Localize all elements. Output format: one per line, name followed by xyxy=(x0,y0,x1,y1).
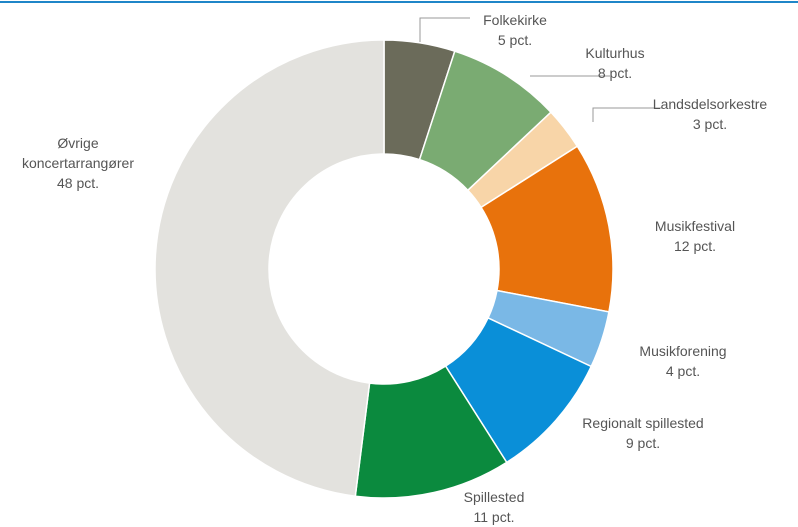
slice-label: Folkekirke 5 pct. xyxy=(483,10,547,50)
category-label: Øvrige koncertarrangører xyxy=(21,135,135,171)
category-label: Musikfestival xyxy=(654,218,736,234)
slice-label: Regionalt spillested 9 pct. xyxy=(582,413,703,453)
category-label: Regionalt spillested xyxy=(582,415,704,431)
slice-label: Kulturhus 8 pct. xyxy=(585,43,644,83)
slice-label: Musikforening 4 pct. xyxy=(639,341,726,381)
category-label: Landsdelsorkestre xyxy=(652,96,768,112)
leader-line xyxy=(592,107,662,122)
value-label: 5 pct. xyxy=(497,32,533,48)
slice xyxy=(154,39,385,498)
category-label: Kulturhus xyxy=(585,45,645,61)
slice-label: Øvrige koncertarrangører 48 pct. xyxy=(3,133,153,193)
value-label: 3 pct. xyxy=(692,116,728,132)
slice-label: Landsdelsorkestre 3 pct. xyxy=(653,94,767,134)
value-label: 9 pct. xyxy=(625,435,661,451)
slice-label: Musikfestival 12 pct. xyxy=(655,216,735,256)
value-label: 4 pct. xyxy=(665,363,701,379)
category-label: Musikforening xyxy=(639,343,727,359)
leader-line xyxy=(419,17,470,42)
slice-label: Spillested 11 pct. xyxy=(464,487,525,527)
category-label: Spillested xyxy=(463,489,525,505)
value-label: 48 pct. xyxy=(56,175,100,191)
value-label: 8 pct. xyxy=(597,65,633,81)
category-label: Folkekirke xyxy=(483,12,547,28)
value-label: 12 pct. xyxy=(673,238,717,254)
value-label: 11 pct. xyxy=(473,509,515,525)
